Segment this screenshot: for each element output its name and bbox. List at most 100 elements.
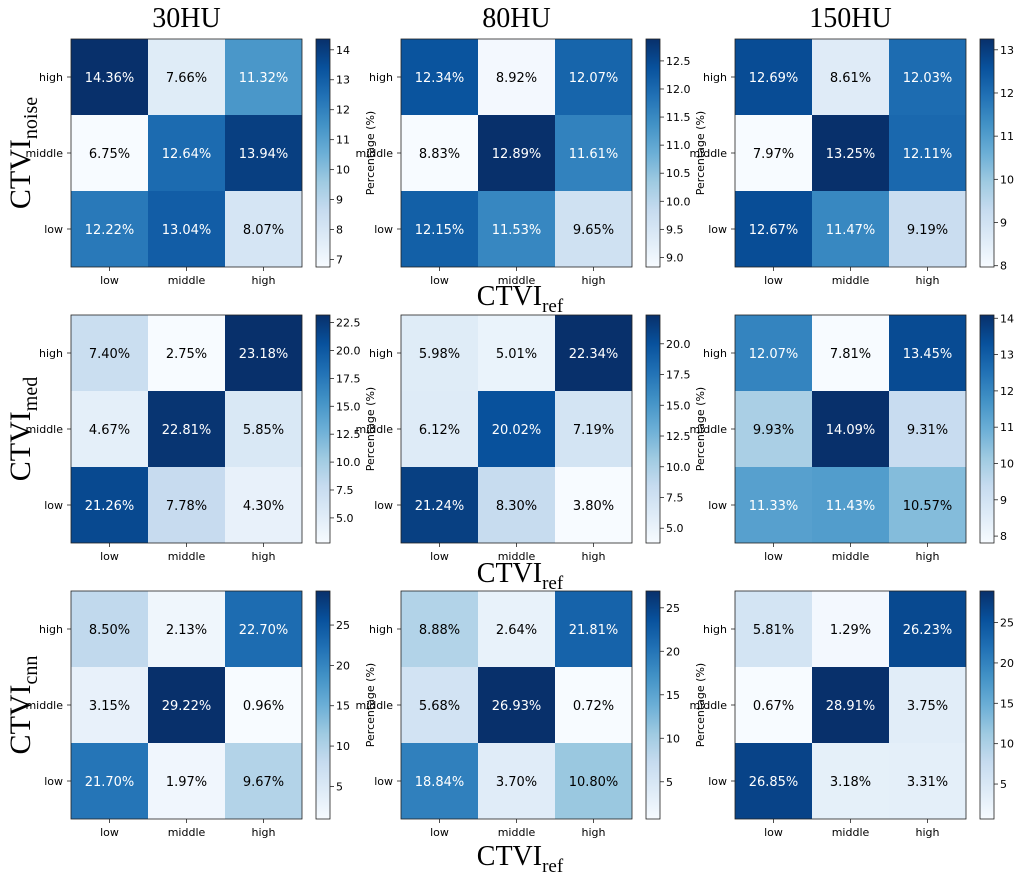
colorbar-tick-label: 7.5 — [666, 491, 684, 504]
x-axis-title-sub: ref — [542, 573, 564, 594]
heatmap-cell — [555, 743, 632, 819]
colorbar-tick-label: 10 — [1000, 457, 1014, 470]
heatmap-cell — [812, 743, 889, 819]
cell-value-label: 9.67% — [243, 775, 284, 790]
heatmap-panel-noise-30HU: 14.36% 7.66% 11.32% 6.75% 12.64% 13.94% 12.22%… — [25, 38, 377, 287]
cell-value-label: 29.22% — [162, 699, 212, 714]
heatmap-cell — [735, 315, 812, 391]
x-tick-label: high — [916, 550, 940, 563]
colorbar-tick-label: 5.0 — [666, 522, 684, 535]
cell-value-label: 21.26% — [85, 499, 135, 514]
x-tick-label: middle — [168, 550, 206, 563]
heatmap-cell — [889, 315, 966, 391]
x-tick-label: middle — [498, 550, 536, 563]
colorbar-tick-label: 13 — [336, 74, 350, 87]
column-title-80hu: 80HU — [482, 3, 550, 34]
x-tick-label: middle — [832, 550, 870, 563]
colorbar-tick-label: 10.0 — [336, 456, 361, 469]
heatmap-panel-cnn-80HU: 8.88% 2.64% 21.81% 5.68% 26.93% 0.72% 18.84% 3.… — [355, 590, 707, 839]
cell-value-label: 2.75% — [166, 347, 207, 362]
cell-value-label: 12.15% — [415, 223, 465, 238]
y-tick-label: middle — [689, 423, 727, 436]
heatmap-cell — [401, 667, 478, 743]
colorbar-tick-label: 20 — [1000, 657, 1014, 670]
colorbar-tick-label: 13 — [1000, 349, 1014, 362]
cell-value-label: 18.84% — [415, 775, 465, 790]
row-label-sub: cnn — [20, 656, 42, 685]
cell-value-label: 3.70% — [496, 775, 537, 790]
x-axis-title: CTVIref — [477, 841, 564, 873]
x-tick-label: high — [582, 274, 606, 287]
colorbar-label-text: Percentage (%) — [694, 111, 707, 195]
cell-value-label: 1.29% — [830, 623, 871, 638]
heatmap-cell — [225, 115, 302, 191]
colorbar-tick-label: 5 — [336, 780, 343, 793]
y-tick-label: low — [44, 499, 63, 512]
cell-value-label: 3.31% — [907, 775, 948, 790]
column-title-150hu: 150HU — [809, 3, 891, 34]
cell-value-label: 12.69% — [749, 71, 799, 86]
cell-value-label: 9.65% — [573, 223, 614, 238]
cell-value-label: 12.89% — [492, 147, 542, 162]
heatmap-cell — [735, 591, 812, 667]
heatmap-cell — [401, 467, 478, 543]
heatmap-cell — [401, 315, 478, 391]
heatmap-cell — [478, 315, 555, 391]
cell-value-label: 5.01% — [496, 347, 537, 362]
cell-value-label: 7.78% — [166, 499, 207, 514]
heatmap-cell — [478, 591, 555, 667]
heatmap-panel-med-150HU: 12.07% 7.81% 13.45% 9.93% 14.09% 9.31% 11.33% 1… — [689, 312, 1014, 563]
cell-value-label: 10.57% — [903, 499, 953, 514]
colorbar — [979, 38, 995, 268]
colorbar-tick-label: 10.0 — [666, 461, 691, 474]
cell-value-label: 6.75% — [89, 147, 130, 162]
x-tick-label: high — [916, 826, 940, 839]
x-tick-label: high — [252, 274, 276, 287]
cell-value-label: 11.47% — [826, 223, 876, 238]
cell-value-label: 12.34% — [415, 71, 465, 86]
x-tick-label: high — [252, 826, 276, 839]
y-tick-label: high — [39, 347, 63, 360]
cell-value-label: 14.09% — [826, 423, 876, 438]
heatmap-cell — [812, 115, 889, 191]
heatmap-cell — [225, 315, 302, 391]
heatmap-cell — [812, 315, 889, 391]
x-tick-label: low — [430, 826, 449, 839]
cell-value-label: 7.97% — [753, 147, 794, 162]
cell-value-label: 14.36% — [85, 71, 135, 86]
heatmap-cell — [735, 667, 812, 743]
heatmap-cell — [225, 743, 302, 819]
heatmap-cell — [148, 191, 225, 267]
colorbar-tick-label: 10 — [666, 732, 680, 745]
heatmap-cell — [555, 315, 632, 391]
colorbar-tick-label: 10 — [336, 740, 350, 753]
row-label-cnn: CTVIcnn — [4, 656, 42, 755]
colorbar — [645, 314, 661, 544]
colorbar-tick-label: 10.0 — [666, 195, 691, 208]
row-label-noise: CTVInoise — [4, 97, 42, 209]
y-tick-label: high — [39, 623, 63, 636]
heatmap-cell — [148, 743, 225, 819]
x-tick-label: low — [430, 550, 449, 563]
heatmap-cell — [148, 667, 225, 743]
heatmap-cell — [148, 591, 225, 667]
colorbar — [315, 314, 331, 544]
heatmap-panel-noise-150HU: 12.69% 8.61% 12.03% 7.97% 13.25% 12.11% 12.67%… — [689, 38, 1014, 287]
x-tick-label: high — [582, 550, 606, 563]
cell-value-label: 3.15% — [89, 699, 130, 714]
heatmap-cell — [555, 115, 632, 191]
x-axis-title-main: CTVI — [477, 558, 542, 589]
x-tick-label: low — [764, 274, 783, 287]
heatmap-cell — [401, 191, 478, 267]
colorbar-tick-label: 9 — [1000, 494, 1007, 507]
colorbar-tick-label: 12.0 — [666, 83, 691, 96]
y-tick-label: middle — [25, 699, 63, 712]
heatmap-cell — [555, 39, 632, 115]
heatmap-cell — [401, 115, 478, 191]
x-axis-title-main: CTVI — [477, 281, 542, 312]
colorbar-label: Percentage (%) — [694, 111, 707, 195]
heatmap-cell — [735, 467, 812, 543]
colorbar-tick-label: 14 — [336, 44, 350, 57]
x-axis-title: CTVIref — [477, 281, 564, 317]
